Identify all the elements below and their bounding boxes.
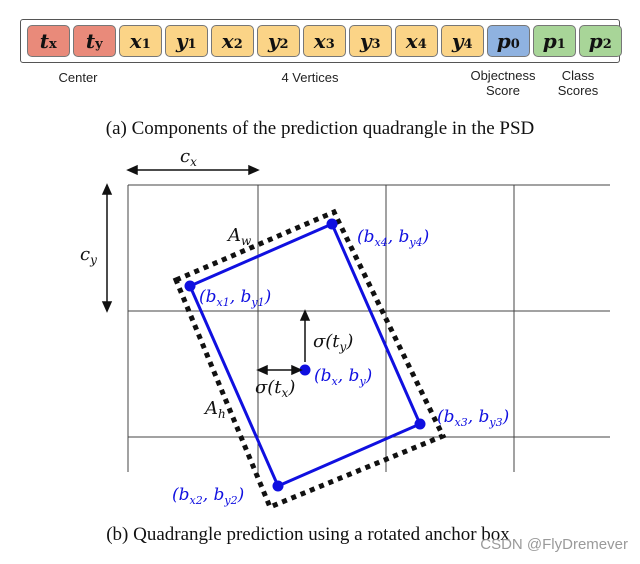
objectness-label-line1: Objectness	[470, 68, 536, 83]
class-label-line1: Class	[561, 68, 595, 83]
vertex-3-label: (bx3, by3)	[437, 407, 509, 429]
vertex-1-point	[184, 280, 196, 292]
vector-cell-symbol: p	[588, 29, 603, 53]
vertex-1-label: (bx1, by1)	[199, 287, 271, 309]
center-label: Center	[58, 70, 98, 85]
sigma-tx-label: σ(tx)	[255, 377, 295, 400]
objectness-label-line2: Score	[486, 83, 520, 98]
vector-cell-subscript: 4	[417, 36, 427, 52]
caption-a: (a) Components of the prediction quadran…	[105, 118, 535, 139]
vector-cell-symbol: p	[542, 29, 557, 53]
vector-cell-symbol: y	[359, 29, 372, 53]
vector-cell-subscript: 2	[233, 36, 243, 52]
class-label-line2: Scores	[557, 83, 599, 98]
vector-cell-symbol: t	[39, 29, 49, 53]
vector-cell-subscript: 3	[371, 36, 381, 52]
vector-cell-symbol: x	[221, 29, 234, 53]
sigma-ty-arrow	[299, 309, 311, 362]
vector-cell-subscript: 4	[463, 36, 473, 52]
caption-b: (b) Quadrangle prediction using a rotate…	[106, 524, 510, 545]
vector-cell-symbol: y	[267, 29, 280, 53]
vector-cell-symbol: x	[313, 29, 326, 53]
vector-cell-symbol: y	[451, 29, 464, 53]
vector-cell-symbol: x	[129, 29, 142, 53]
cy-arrow	[101, 183, 113, 313]
vertex-2-label: (bx2, by2)	[172, 485, 244, 507]
vector-cell-symbol: x	[405, 29, 418, 53]
center-point-label: (bx, by)	[314, 366, 372, 388]
vector-cell-symbol: p	[496, 29, 511, 53]
vector-cell-subscript: 0	[510, 36, 520, 52]
vector-cell-subscript: y	[95, 36, 103, 52]
class-scores-label: Class Scores	[538, 68, 618, 98]
rotated-anchor-box	[172, 208, 447, 511]
vertex-3-point	[414, 418, 426, 430]
center-point	[299, 364, 311, 376]
vertices-label: 4 Vertices	[281, 70, 339, 85]
vector-cell-subscript: 3	[325, 36, 335, 52]
vector-cell-symbol: t	[85, 29, 96, 53]
vertex-4-label: (bx4, by4)	[357, 227, 429, 249]
vector-cell-subscript: x	[48, 36, 57, 52]
vector-cell-subscript: 2	[602, 36, 612, 52]
vector-cell-subscript: 1	[187, 36, 197, 52]
vertex-2-point	[272, 480, 284, 492]
sigma-ty-label: σ(ty)	[313, 331, 353, 354]
vertex-4-point	[326, 218, 338, 230]
vector-cell-subscript: 1	[141, 36, 151, 52]
ah-label: Ah	[203, 398, 226, 421]
watermark: CSDN @FlyDremever	[480, 536, 628, 553]
aw-label: Aw	[226, 225, 252, 248]
vector-cell-symbol: y	[175, 29, 188, 53]
cx-arrow	[126, 164, 260, 176]
vector-cell-subscript: 2	[279, 36, 289, 52]
sigma-tx-arrow	[256, 364, 303, 376]
objectness-label: Objectness Score	[462, 68, 544, 98]
vector-cell-subscript: 1	[556, 36, 566, 52]
cx-label: cx	[180, 146, 197, 169]
cy-label: cy	[80, 244, 97, 267]
